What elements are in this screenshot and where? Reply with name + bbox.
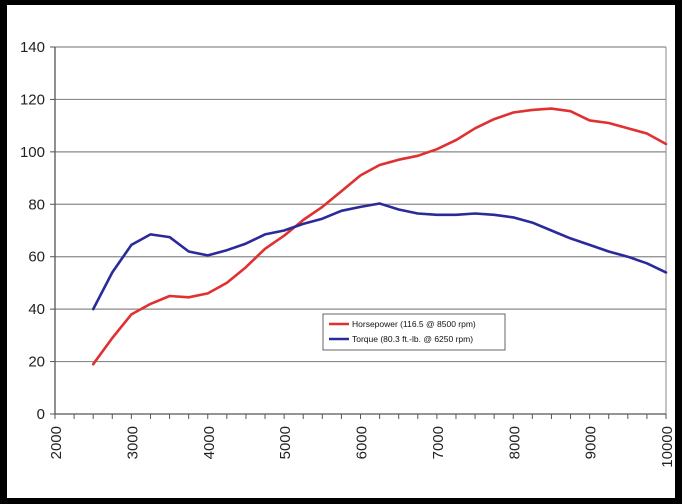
- y-tick-label: 60: [28, 249, 45, 266]
- y-tick-label: 0: [37, 406, 45, 423]
- torque-line: [91, 202, 668, 311]
- y-tick-label: 120: [20, 91, 45, 108]
- line-chart: 0 20 40 60 80 100 120 140 2000 3000 4000 5000 6000 70…: [20, 39, 675, 468]
- x-tick-label: 9000: [583, 426, 600, 459]
- y-tick-label: 20: [28, 354, 45, 371]
- y-tick-label: 100: [20, 144, 45, 161]
- x-tick-label: 4000: [201, 426, 218, 459]
- legend-label: Horsepower (116.5 @ 8500 rpm): [352, 319, 476, 329]
- legend-label: Torque (80.3 ft.-lb. @ 6250 rpm): [352, 334, 473, 344]
- x-tick-label: 10000: [659, 426, 675, 468]
- x-tick-label: 2000: [48, 426, 65, 459]
- x-tick-label: 5000: [277, 426, 294, 459]
- chart-frame: 0 20 40 60 80 100 120 140 2000 3000 4000 5000 6000 70…: [7, 5, 675, 498]
- y-tick-label: 40: [28, 301, 45, 318]
- horsepower-line: [91, 107, 668, 366]
- y-tick-label: 140: [20, 39, 45, 56]
- y-tick-label: 80: [28, 196, 45, 213]
- x-tick-label: 6000: [354, 426, 371, 459]
- x-tick-label: 8000: [506, 426, 523, 459]
- x-tick-label: 3000: [124, 426, 141, 459]
- legend-box: [322, 313, 506, 351]
- x-tick-label: 7000: [430, 426, 447, 459]
